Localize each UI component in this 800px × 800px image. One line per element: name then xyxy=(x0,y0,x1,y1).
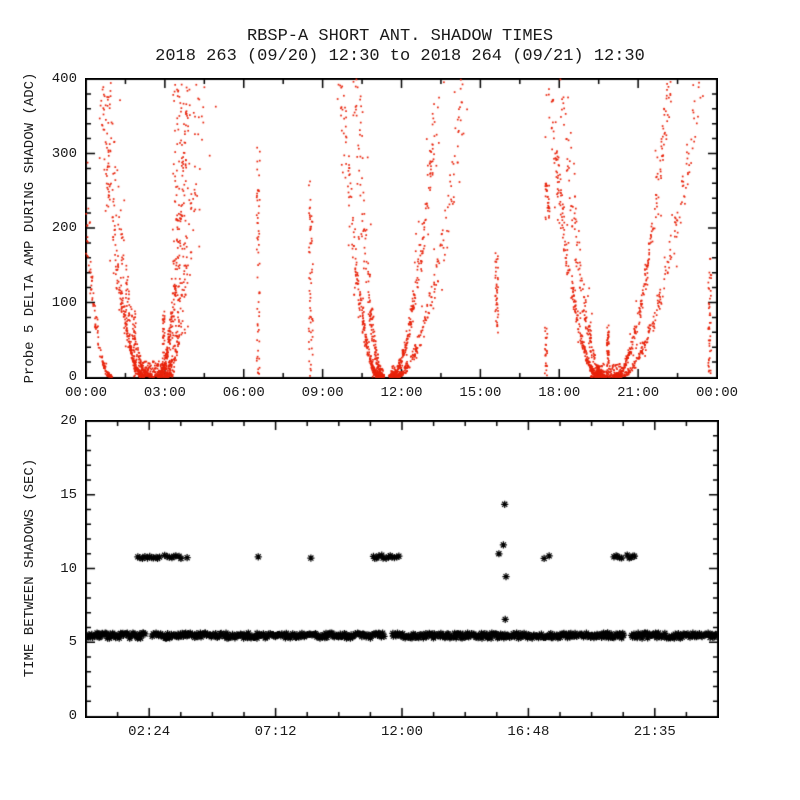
chart1-x-tick-label: 21:00 xyxy=(617,385,660,401)
chart-title: RBSP-A SHORT ANT. SHADOW TIMES xyxy=(246,27,554,46)
chart1-y-tick-label: 200 xyxy=(51,220,77,236)
chart1-x-tick-label: 00:00 xyxy=(64,385,107,401)
chart1-x-tick-label: 00:00 xyxy=(695,385,738,401)
chart1-y-tick-label: 0 xyxy=(68,369,77,385)
chart1-x-tick-label: 15:00 xyxy=(459,385,502,401)
chart1-x-tick-label: 03:00 xyxy=(143,385,186,401)
chart1-x-tick-label: 06:00 xyxy=(222,385,265,401)
chart2-y-tick-label: 5 xyxy=(68,634,77,651)
chart2-y-tick-label: 0 xyxy=(68,708,77,724)
chart2-x-tick-label: 12:00 xyxy=(380,724,423,740)
chart1-y-tick-label: 300 xyxy=(51,145,77,162)
chart2-x-tick-label: 07:12 xyxy=(254,724,297,740)
chart2-y-tick-label: 20 xyxy=(60,413,77,429)
chart2-y-tick-label: 15 xyxy=(60,486,77,503)
chart2-x-tick-label: 02:24 xyxy=(128,724,171,740)
chart2-x-tick-label: 16:48 xyxy=(507,724,550,740)
chart1-y-tick-label: 100 xyxy=(51,294,77,311)
top-scatter-chart xyxy=(85,78,718,379)
chart2-y-tick-label: 10 xyxy=(60,560,77,577)
chart2-x-tick-label: 21:35 xyxy=(633,724,676,740)
chart1-x-tick-label: 09:00 xyxy=(301,385,344,401)
chart1-x-tick-label: 18:00 xyxy=(538,385,581,401)
chart-subtitle: 2018 263 (09/20) 12:30 to 2018 264 (09/2… xyxy=(155,47,645,66)
chart1-y-tick-label: 400 xyxy=(51,71,77,87)
chart1-x-tick-label: 12:00 xyxy=(380,385,423,401)
bottom-scatter-chart xyxy=(85,420,719,718)
